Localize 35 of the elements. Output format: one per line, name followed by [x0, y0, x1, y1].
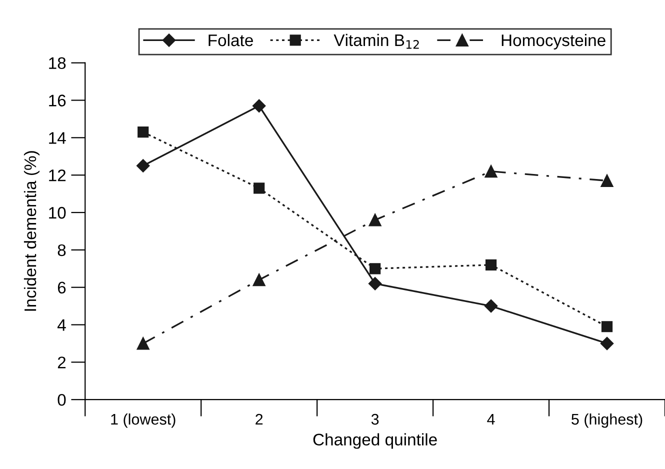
legend-label: Homocysteine: [502, 34, 606, 50]
y-tick-label: 10: [49, 206, 66, 219]
x-axis-title: Changed quintile: [313, 433, 437, 449]
point: [485, 259, 497, 270]
y-tick-label: 18: [49, 57, 66, 70]
point: [136, 159, 150, 172]
point: [484, 165, 498, 178]
x-tick-label: 5 (highest): [572, 413, 642, 428]
y-tick-label: 0: [58, 394, 66, 406]
y-tick-label: 16: [49, 94, 66, 106]
point: [136, 337, 150, 350]
point: [600, 336, 614, 350]
point: [138, 126, 149, 138]
x-tick-label: 3: [371, 414, 379, 425]
y-axis-title: Incident dementia (%): [24, 151, 40, 311]
y-tick-label: 12: [49, 169, 66, 182]
y-tick-label: 4: [57, 319, 66, 331]
legend-label: Folate: [208, 34, 253, 46]
x-tick-label: 1 (lowest): [111, 413, 176, 428]
point: [368, 277, 382, 290]
point: [484, 299, 498, 313]
x-tick-label: 2: [256, 414, 263, 425]
point: [252, 99, 266, 112]
y-tick-label: 2: [58, 356, 66, 368]
y-tick-label: 8: [58, 244, 66, 256]
x-tick-label: 4: [487, 414, 495, 425]
y-tick-label: 6: [58, 282, 66, 294]
point: [370, 263, 381, 274]
point: [254, 182, 265, 194]
point: [252, 274, 266, 286]
point: [600, 174, 614, 187]
legend-label: Vitamin B$_{12}$: [334, 34, 419, 49]
point: [601, 321, 613, 332]
point: [368, 214, 382, 226]
y-tick-label: 14: [49, 132, 66, 144]
